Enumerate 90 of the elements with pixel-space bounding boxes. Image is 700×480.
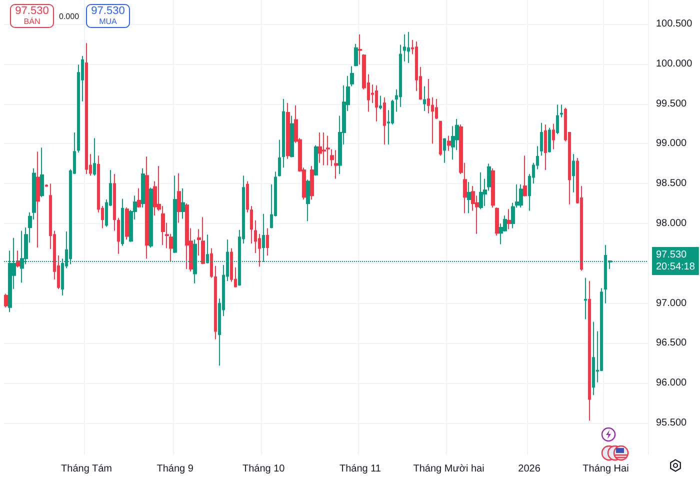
candlestick	[588, 280, 591, 422]
x-tick-label: Tháng Mười hai	[413, 464, 484, 474]
candlestick	[358, 34, 362, 66]
candlestick	[443, 138, 446, 164]
x-tick-label: Tháng 11	[339, 464, 382, 474]
candlestick	[214, 265, 217, 340]
candlestick	[495, 207, 499, 236]
candlestick	[36, 151, 40, 248]
candlestick	[540, 122, 543, 156]
candlestick	[314, 144, 318, 176]
candlestick	[354, 43, 358, 67]
candlestick	[318, 132, 322, 164]
candlestick	[181, 188, 185, 220]
y-tick-label: 95.500	[656, 418, 688, 429]
candlestick	[572, 154, 575, 193]
candlestick	[523, 155, 527, 197]
candlestick	[423, 86, 426, 112]
x-tick-label: Tháng 9	[156, 464, 194, 474]
candlestick	[185, 203, 189, 270]
candlestick	[278, 139, 281, 177]
candlestick	[177, 172, 181, 224]
candlestick	[93, 138, 96, 176]
candlestick	[383, 96, 386, 145]
candlestick	[4, 293, 8, 308]
x-tick-label: Tháng Hai	[582, 464, 629, 474]
y-tick-label: 99.000	[656, 138, 688, 150]
candlestick	[282, 98, 285, 168]
candlestick	[125, 207, 129, 240]
y-tick-label: 98.000	[656, 218, 688, 230]
y-tick-label: 96.000	[656, 378, 688, 389]
candlestick	[592, 321, 595, 396]
ref-line-label: 97.530 20:54:18	[656, 250, 696, 273]
candlestick	[141, 168, 145, 208]
candlestick	[149, 187, 153, 248]
candlestick	[447, 135, 451, 152]
y-tick-label: 98.500	[656, 178, 688, 190]
candlestick	[85, 42, 88, 175]
candlestick	[286, 102, 290, 160]
y-tick-label: 100.000	[656, 58, 693, 70]
annotation: 97.530	[14, 5, 50, 17]
candlestick	[479, 172, 483, 210]
y-tick-label: 99.500	[656, 98, 688, 110]
candlestick	[266, 228, 269, 256]
y-tick-label: 97.000	[656, 298, 688, 309]
candlestick	[117, 217, 120, 254]
x-tick-label: 2026	[518, 464, 541, 474]
candlestick	[173, 175, 177, 254]
candlestick	[290, 115, 294, 158]
buy-button: 97.530 MUA	[86, 4, 130, 28]
candlestick	[201, 216, 205, 265]
candlestick	[246, 180, 249, 213]
candlestick	[379, 95, 382, 110]
candlestick	[145, 156, 149, 260]
annotation: 97.530	[90, 5, 126, 17]
candlestick	[407, 31, 410, 64]
candlestick	[121, 198, 124, 246]
candlestick	[210, 248, 213, 278]
annotation: MUA	[98, 17, 118, 26]
sell-button: 97.530 BÁN	[10, 4, 54, 28]
candlestick	[375, 84, 378, 122]
candlestick	[306, 179, 310, 222]
candlestick	[310, 166, 314, 200]
candlestick	[40, 147, 44, 198]
x-tick-label: Tháng 10	[242, 464, 286, 474]
candlestick	[45, 184, 48, 188]
annotation: BÁN	[22, 17, 42, 26]
candlestick	[544, 124, 547, 171]
candlestick	[403, 34, 406, 62]
y-tick-label: 100.500	[656, 18, 693, 30]
candlestick	[326, 135, 330, 166]
candlestick	[548, 127, 551, 153]
candlestick	[584, 277, 587, 320]
candlestick	[560, 104, 563, 118]
candlestick	[507, 208, 511, 230]
candlestick	[556, 104, 559, 135]
x-tick-label: Tháng Tám	[61, 464, 112, 474]
candlestick	[250, 205, 253, 244]
candlestick	[467, 182, 471, 214]
candlestick	[350, 66, 354, 87]
candlestick	[16, 250, 20, 268]
candlestick	[334, 150, 338, 180]
candlestick	[322, 132, 326, 166]
candlestick	[519, 184, 523, 208]
candlestick	[137, 188, 141, 208]
candlestick	[439, 120, 442, 156]
candlestick	[552, 123, 555, 150]
y-tick-label: 96.500	[656, 338, 688, 349]
candlestick	[113, 174, 116, 232]
candlestick	[491, 168, 495, 208]
annotation: 0.000	[59, 12, 80, 21]
